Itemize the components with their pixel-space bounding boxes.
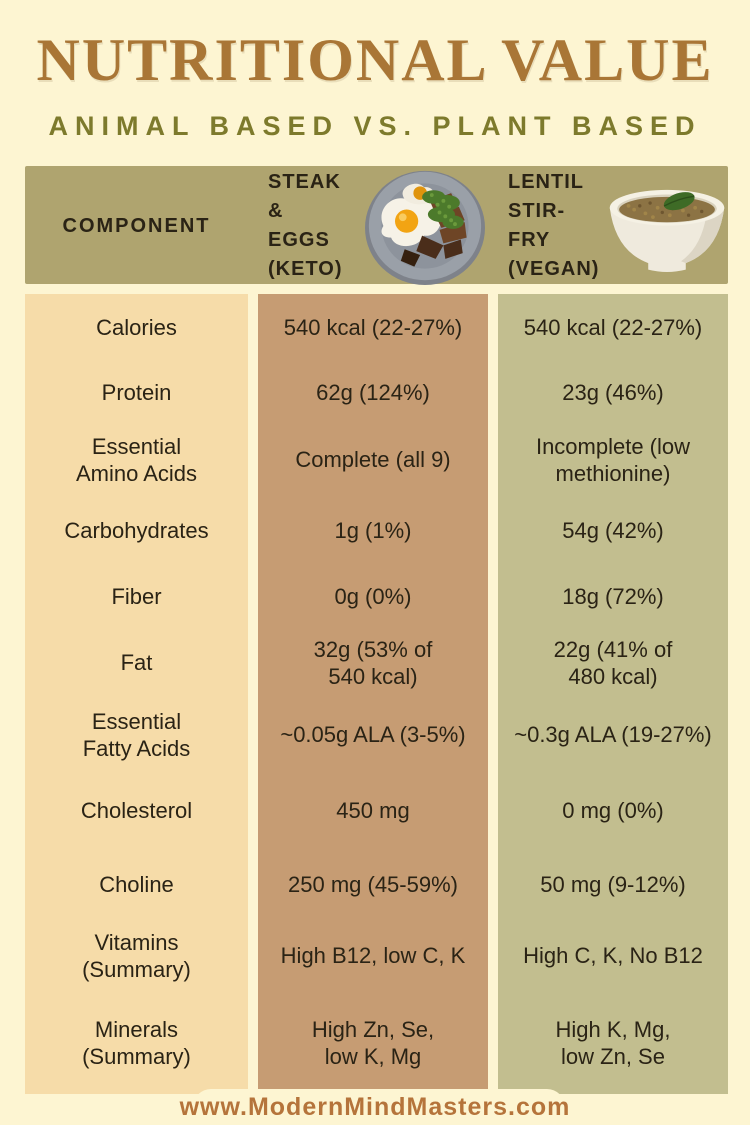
- plant-value: 540 kcal (22-27%): [498, 294, 728, 362]
- component-label: Protein: [25, 362, 248, 424]
- plant-column-label: LENTIL STIR-FRY (VEGAN): [508, 171, 600, 280]
- component-label: Fat: [25, 628, 248, 698]
- animal-value: 62g (124%): [258, 362, 488, 424]
- table-row-essential-fatty-acids: Essential Fatty Acids ~0.05g ALA (3-5%) …: [25, 698, 728, 772]
- animal-value: 540 kcal (22-27%): [258, 294, 488, 362]
- footer-pill-background: [193, 1089, 565, 1125]
- column-header-animal: STEAK & EGGS (KETO): [258, 166, 488, 286]
- animal-value: ~0.05g ALA (3-5%): [258, 698, 488, 772]
- component-label: Essential Fatty Acids: [25, 698, 248, 772]
- column-header-plant: LENTIL STIR-FRY (VEGAN): [498, 166, 728, 286]
- animal-column-label: STEAK & EGGS (KETO): [268, 171, 343, 280]
- page-subtitle: ANIMAL BASED VS. PLANT BASED: [48, 111, 702, 141]
- plant-value: Incomplete (low methionine): [498, 424, 728, 496]
- lentil-bowl-photo: [609, 189, 725, 272]
- plant-value: 22g (41% of 480 kcal): [498, 628, 728, 698]
- table-row-carbohydrates: Carbohydrates 1g (1%) 54g (42%): [25, 496, 728, 566]
- table-row-vitamins-summary: Vitamins (Summary) High B12, low C, K Hi…: [25, 920, 728, 992]
- table-row-fiber: Fiber 0g (0%) 18g (72%): [25, 566, 728, 628]
- steak-and-eggs-photo: [365, 170, 485, 286]
- animal-value: 450 mg: [258, 772, 488, 850]
- plant-value: High K, Mg, low Zn, Se: [498, 992, 728, 1094]
- table-row-choline: Choline 250 mg (45-59%) 50 mg (9-12%): [25, 850, 728, 920]
- plant-value: 0 mg (0%): [498, 772, 728, 850]
- component-label: Calories: [25, 294, 248, 362]
- animal-value: High Zn, Se, low K, Mg: [258, 992, 488, 1094]
- animal-value: Complete (all 9): [258, 424, 488, 496]
- component-label: Cholesterol: [25, 772, 248, 850]
- component-label: Essential Amino Acids: [25, 424, 248, 496]
- animal-value: 250 mg (45-59%): [258, 850, 488, 920]
- component-label: Choline: [25, 850, 248, 920]
- animal-value: 32g (53% of 540 kcal): [258, 628, 488, 698]
- animal-value: 1g (1%): [258, 496, 488, 566]
- plant-value: 50 mg (9-12%): [498, 850, 728, 920]
- component-label: Vitamins (Summary): [25, 920, 248, 992]
- table-row-essential-amino-acids: Essential Amino Acids Complete (all 9) I…: [25, 424, 728, 496]
- component-label: Fiber: [25, 566, 248, 628]
- plant-value: 18g (72%): [498, 566, 728, 628]
- plant-value: 54g (42%): [498, 496, 728, 566]
- table-header-row: COMPONENT STEAK & EGGS (KETO): [25, 166, 728, 286]
- column-header-component: COMPONENT: [62, 214, 211, 237]
- website-url: www.ModernMindMasters.com: [179, 1093, 571, 1121]
- component-label: Minerals (Summary): [25, 992, 248, 1094]
- plant-value: ~0.3g ALA (19-27%): [498, 698, 728, 772]
- table-row-protein: Protein 62g (124%) 23g (46%): [25, 362, 728, 424]
- animal-value: 0g (0%): [258, 566, 488, 628]
- component-label: Carbohydrates: [25, 496, 248, 566]
- table-row-fat: Fat 32g (53% of 540 kcal) 22g (41% of 48…: [25, 628, 728, 698]
- comparison-table: Calories 540 kcal (22-27%) 540 kcal (22-…: [25, 294, 728, 1094]
- table-row-calories: Calories 540 kcal (22-27%) 540 kcal (22-…: [25, 294, 728, 362]
- animal-value: High B12, low C, K: [258, 920, 488, 992]
- plant-value: High C, K, No B12: [498, 920, 728, 992]
- plant-value: 23g (46%): [498, 362, 728, 424]
- page-title: NUTRITIONAL VALUE: [36, 27, 714, 93]
- table-row-cholesterol: Cholesterol 450 mg 0 mg (0%): [25, 772, 728, 850]
- table-row-minerals-summary: Minerals (Summary) High Zn, Se, low K, M…: [25, 992, 728, 1094]
